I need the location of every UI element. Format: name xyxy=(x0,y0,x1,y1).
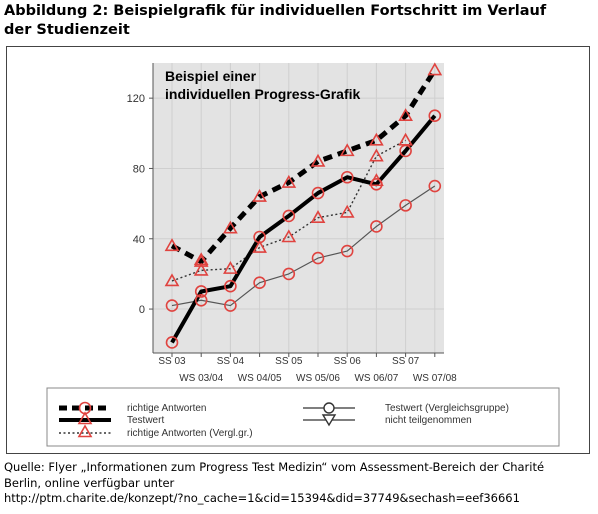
data-point-circle xyxy=(311,186,325,200)
legend-swatch-triangle-small xyxy=(77,424,93,438)
data-point-triangle xyxy=(310,153,326,167)
data-point-triangle xyxy=(398,132,413,146)
data-point-triangle xyxy=(252,239,267,253)
source-line1: Quelle: Flyer „Informationen zum Progres… xyxy=(4,460,545,474)
data-point-triangle xyxy=(339,204,355,218)
x-tick-label: WS 06/07 xyxy=(354,373,398,384)
data-point-circle xyxy=(370,220,383,233)
x-tick-label: SS 05 xyxy=(275,356,303,367)
series-line-3 xyxy=(171,139,406,282)
y-tick-label: 40 xyxy=(133,234,145,246)
data-point-triangle xyxy=(164,273,180,287)
legend-swatch-circle-thin xyxy=(323,402,335,414)
y-tick-label: 0 xyxy=(139,304,145,316)
x-tick-label: SS 07 xyxy=(392,356,420,367)
figure-title-line2: der Studienzeit xyxy=(4,22,130,38)
x-tick-label: WS 07/08 xyxy=(413,373,457,384)
figure-title: Abbildung 2: Beispielgrafik für individu… xyxy=(4,2,594,40)
figure-title-line1: Abbildung 2: Beispielgrafik für individu… xyxy=(4,3,547,19)
data-point-circle xyxy=(194,293,208,307)
series-line-1 xyxy=(170,68,437,265)
chart-title-line1: Beispiel einer xyxy=(165,68,257,84)
data-point-circle xyxy=(165,336,179,349)
data-point-triangle xyxy=(281,174,297,188)
data-point-circle xyxy=(282,209,296,223)
data-point-triangle xyxy=(223,261,238,274)
data-point-circle xyxy=(165,299,179,312)
legend-label: Testwert xyxy=(127,415,164,426)
y-tick-label: 80 xyxy=(133,163,145,175)
extra-point-triangle xyxy=(369,173,384,187)
data-point-circle xyxy=(224,299,237,312)
source-note: Quelle: Flyer „Informationen zum Progres… xyxy=(4,460,596,507)
x-tick-label: SS 06 xyxy=(334,356,362,367)
data-point-circle xyxy=(311,251,325,265)
data-point-triangle xyxy=(427,62,443,76)
data-point-triangle xyxy=(193,262,209,276)
progress-chart: 0 40 80 120 SS 03 WS 03/04 SS 04 WS 04/05 SS 05 W… xyxy=(46,62,560,447)
data-point-triangle xyxy=(223,220,238,234)
x-tick-label: WS 03/04 xyxy=(179,373,223,384)
legend-label: nicht teilgenommen xyxy=(385,415,472,426)
series-line-4 xyxy=(171,185,436,307)
data-point-circle xyxy=(194,285,208,298)
data-point-triangle xyxy=(369,132,384,146)
data-point-circle xyxy=(282,267,296,281)
legend-swatch-triangle-down xyxy=(321,414,337,427)
legend-box xyxy=(46,387,560,447)
y-tick-label: 120 xyxy=(127,93,145,105)
data-point-triangle xyxy=(252,188,267,202)
chart-title-line2: individuellen Progress-Grafik xyxy=(165,86,360,102)
x-tick-label: WS 05/06 xyxy=(296,373,340,384)
data-point-circle xyxy=(224,279,237,293)
data-point-circle xyxy=(428,109,442,123)
series-line-2 xyxy=(170,114,437,344)
data-point-circle xyxy=(428,179,442,193)
data-point-circle xyxy=(340,244,354,258)
data-point-circle xyxy=(399,199,412,212)
data-point-triangle xyxy=(369,148,384,162)
extra-point-triangle xyxy=(193,252,209,266)
data-point-triangle xyxy=(310,210,326,223)
data-point-circle xyxy=(253,276,266,289)
data-point-triangle xyxy=(193,253,209,267)
chart-frame: 0 40 80 120 SS 03 WS 03/04 SS 04 WS 04/05 SS 05 W… xyxy=(6,46,590,454)
data-point-triangle xyxy=(281,229,297,243)
data-point-circle xyxy=(340,170,354,184)
data-point-triangle xyxy=(339,143,355,157)
source-line3: http://ptm.charite.de/konzept/?no_cache=… xyxy=(4,491,520,505)
x-tick-label: SS 03 xyxy=(158,356,186,367)
legend-label: Testwert (Vergleichsgruppe) xyxy=(385,403,509,414)
x-tick-label: WS 04/05 xyxy=(238,373,282,384)
legend-label: richtige Antworten (Vergl.gr.) xyxy=(127,428,253,439)
data-point-triangle xyxy=(398,108,413,122)
x-tick-label: SS 04 xyxy=(217,356,245,367)
data-point-triangle xyxy=(164,238,180,252)
legend-label: richtige Antworten xyxy=(127,403,207,414)
legend-swatch-triangle xyxy=(77,411,93,425)
source-line2: Berlin, online verfügbar unter xyxy=(4,475,175,490)
